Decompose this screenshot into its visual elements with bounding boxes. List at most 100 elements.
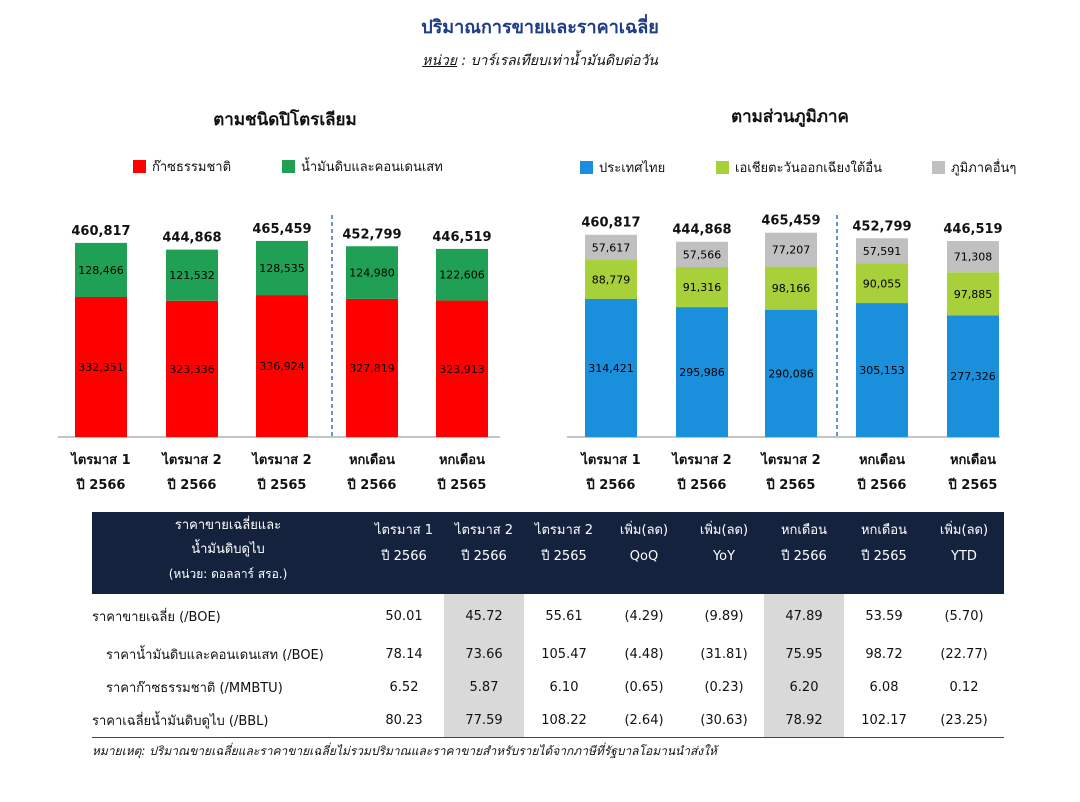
segment-value-label: 97,885 — [954, 288, 993, 301]
bar-segment — [765, 309, 817, 437]
bar-segment — [75, 242, 127, 297]
col-header-l2: YTD — [951, 549, 977, 564]
table-body: ราคาขายเฉลี่ย (/BOE) 50.01 45.72 55.61 (4.29… — [92, 594, 1004, 738]
bar-segment — [346, 298, 398, 437]
table-cell: (22.77) — [940, 647, 988, 662]
col-header-l1: เพิ่ม(ลด) — [619, 523, 669, 538]
bar-segment — [256, 295, 308, 437]
segment-value-label: 88,779 — [592, 274, 631, 287]
table-col-header: ไตรมาส 2 ปี 2565 — [524, 512, 604, 594]
segment-value-label: 295,986 — [679, 366, 725, 379]
legend-swatch-sea — [716, 161, 729, 174]
table-cell: (0.65) — [624, 680, 664, 695]
col-header-l1: หกเดือน — [860, 523, 908, 538]
table-row: ราคาเฉลี่ยน้ำมันดิบดูไบ (/BBL) 80.23 77.59… — [92, 704, 1004, 738]
bar-total-label: 460,817 — [581, 216, 640, 231]
table-cell: 108.22 — [524, 704, 604, 738]
table-row: ราคาก๊าซธรรมชาติ (/MMBTU) 6.52 5.87 6.10 (0.… — [92, 671, 1004, 704]
table-header-label: ราคาขายเฉลี่ยและ น้ำมันดิบดูไบ (หน่วย: ด… — [92, 512, 364, 594]
table-cell: 6.08 — [869, 680, 899, 695]
footnote: หมายเหตุ: ปริมาณขายเฉลี่ยและราคาขายเฉลี่… — [92, 744, 717, 758]
segment-value-label: 57,617 — [592, 241, 631, 254]
legend-swatch-oil — [282, 160, 295, 173]
x-axis-label: ไตรมาส 1 ปี 2566 — [581, 453, 641, 493]
x-axis-label: หกเดือน ปี 2565 — [437, 453, 487, 493]
table-cell: (9.89) — [704, 608, 744, 624]
segment-value-label: 314,421 — [588, 362, 634, 375]
table-cell: 98.72 — [865, 647, 903, 662]
legend-label: ภูมิภาคอื่นๆ — [951, 161, 1017, 176]
price-table: ราคาขายเฉลี่ยและ น้ำมันดิบดูไบ (หน่วย: ด… — [92, 512, 1004, 738]
table-cell: (2.64) — [604, 704, 684, 738]
segment-value-label: 332,351 — [78, 361, 124, 374]
bar-segment — [585, 260, 637, 299]
table-cell: 78.92 — [764, 704, 844, 738]
col-header-l2: ปี 2566 — [781, 549, 827, 564]
col-header-l1: ไตรมาส 2 — [454, 523, 514, 538]
segment-value-label: 305,153 — [859, 364, 905, 377]
segment-value-label: 323,913 — [439, 363, 485, 376]
bar-segment — [856, 238, 908, 264]
bar-total-label: 452,799 — [852, 219, 911, 234]
table-cell: 78.14 — [385, 647, 423, 662]
x-axis-label: หกเดือน ปี 2566 — [347, 453, 397, 493]
table-cell: (31.81) — [700, 647, 748, 662]
segment-value-label: 122,606 — [439, 269, 485, 282]
table-row: ราคาขายเฉลี่ย (/BOE) 50.01 45.72 55.61 (4.29… — [92, 594, 1004, 638]
segment-value-label: 128,466 — [78, 264, 124, 277]
segment-value-label: 77,207 — [772, 244, 811, 257]
legend-swatch-gas — [133, 160, 146, 173]
table-cell: 45.72 — [444, 594, 524, 638]
bar-total-label: 444,868 — [162, 231, 221, 246]
segment-value-label: 121,532 — [169, 269, 215, 282]
segment-value-label: 323,336 — [169, 363, 215, 376]
row-label: ราคาเฉลี่ยน้ำมันดิบดูไบ (/BBL) — [92, 704, 364, 738]
legend-swatch-thailand — [580, 161, 593, 174]
x-axis-label: หกเดือน ปี 2565 — [948, 453, 998, 493]
x-axis-label: ไตรมาส 2 ปี 2566 — [672, 453, 732, 493]
bar-segment — [947, 272, 999, 316]
page-title: ปริมาณการขายและราคาเฉลี่ย — [421, 17, 659, 38]
col-header-l1: เพิ่ม(ลด) — [699, 523, 749, 538]
row-label: ราคาขายเฉลี่ย (/BOE) — [92, 609, 221, 625]
segment-value-label: 277,326 — [950, 370, 996, 383]
segment-value-label: 71,308 — [954, 251, 993, 264]
unit-label: หน่วย — [422, 53, 457, 69]
header-line: (หน่วย: ดอลลาร์ สรอ.) — [168, 567, 288, 581]
table-cell: 6.52 — [389, 680, 419, 695]
table-cell: 0.12 — [949, 680, 979, 695]
segment-value-label: 290,086 — [768, 367, 814, 380]
legend-label: เอเชียตะวันออกเฉียงใต้อื่น — [735, 161, 882, 176]
bar-segment — [676, 267, 728, 308]
segment-value-label: 124,980 — [349, 267, 395, 280]
table-cell: 77.59 — [444, 704, 524, 738]
left-chart-title: ตามชนิดปิโตรเลียม — [213, 110, 357, 130]
table-col-header: ไตรมาส 2 ปี 2566 — [444, 512, 524, 594]
bar-segment — [765, 266, 817, 310]
legend-item-thailand: ประเทศไทย — [580, 157, 665, 178]
table-cell: 75.95 — [764, 638, 844, 671]
legend-item-gas: ก๊าซธรรมชาติ — [133, 156, 231, 177]
legend-label: น้ำมันดิบและคอนเดนเสท — [301, 160, 443, 175]
header-line: น้ำมันดิบดูไบ — [191, 542, 265, 557]
x-axis-label: ไตรมาส 1 ปี 2566 — [71, 453, 131, 493]
bar-segment — [585, 234, 637, 261]
table-header-row: ราคาขายเฉลี่ยและ น้ำมันดิบดูไบ (หน่วย: ด… — [92, 512, 1004, 594]
table-cell: 50.01 — [385, 608, 423, 624]
col-header-l2: ปี 2565 — [861, 549, 907, 564]
col-header-l1: เพิ่ม(ลด) — [939, 523, 989, 538]
col-header-l2: ปี 2566 — [381, 549, 427, 564]
bar-segment — [166, 249, 218, 301]
bar-segment — [856, 263, 908, 304]
header-line: ราคาขายเฉลี่ยและ — [174, 518, 282, 533]
bar-segment — [676, 241, 728, 268]
col-header-l1: ไตรมาส 2 — [534, 523, 594, 538]
col-header-l2: ปี 2566 — [461, 549, 507, 564]
bar-segment — [346, 246, 398, 299]
segment-value-label: 327,819 — [349, 362, 395, 375]
bar-segment — [765, 232, 817, 267]
table-cell: (0.23) — [704, 680, 744, 695]
bar-segment — [256, 240, 308, 296]
bar-segment — [75, 297, 127, 437]
table-cell: (5.70) — [944, 608, 984, 624]
